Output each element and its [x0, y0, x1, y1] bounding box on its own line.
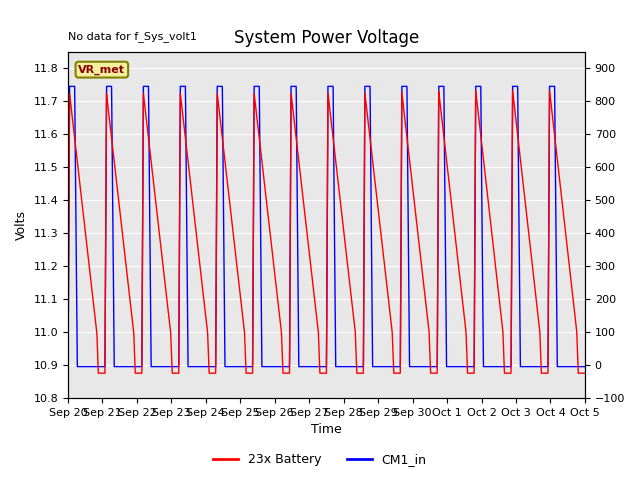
23x Battery [546, 87, 554, 93]
CM1_in [581, 364, 589, 370]
CM1_in [158, 364, 166, 370]
23x Battery [450, 220, 458, 226]
Text: VR_met: VR_met [78, 64, 125, 75]
23x Battery [374, 205, 382, 211]
CM1_in [374, 364, 382, 370]
CM1_in [64, 364, 72, 370]
23x Battery [489, 241, 497, 247]
CM1_in [450, 364, 458, 370]
23x Battery [581, 370, 589, 376]
23x Battery [64, 370, 72, 376]
Line: CM1_in: CM1_in [68, 86, 585, 367]
23x Battery [262, 190, 269, 196]
Legend: 23x Battery, CM1_in: 23x Battery, CM1_in [208, 448, 432, 471]
CM1_in [401, 84, 408, 89]
23x Battery [401, 110, 408, 116]
CM1_in [489, 364, 497, 370]
Line: 23x Battery: 23x Battery [68, 90, 585, 373]
CM1_in [262, 364, 269, 370]
Y-axis label: Volts: Volts [15, 210, 28, 240]
Text: No data for f_Sys_volt1: No data for f_Sys_volt1 [68, 31, 197, 42]
Title: System Power Voltage: System Power Voltage [234, 29, 419, 48]
CM1_in [66, 84, 74, 89]
X-axis label: Time: Time [311, 423, 342, 436]
23x Battery [158, 252, 166, 258]
